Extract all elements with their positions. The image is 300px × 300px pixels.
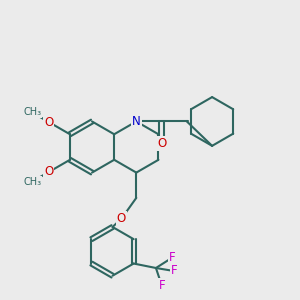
Text: N: N <box>132 115 141 128</box>
Text: F: F <box>159 279 165 292</box>
Text: CH₃: CH₃ <box>23 177 41 187</box>
Text: O: O <box>44 116 53 129</box>
Text: F: F <box>169 251 175 264</box>
Text: F: F <box>170 265 177 278</box>
Text: CH₃: CH₃ <box>23 107 41 117</box>
Text: O: O <box>117 212 126 225</box>
Text: O: O <box>157 137 166 150</box>
Text: O: O <box>44 166 53 178</box>
